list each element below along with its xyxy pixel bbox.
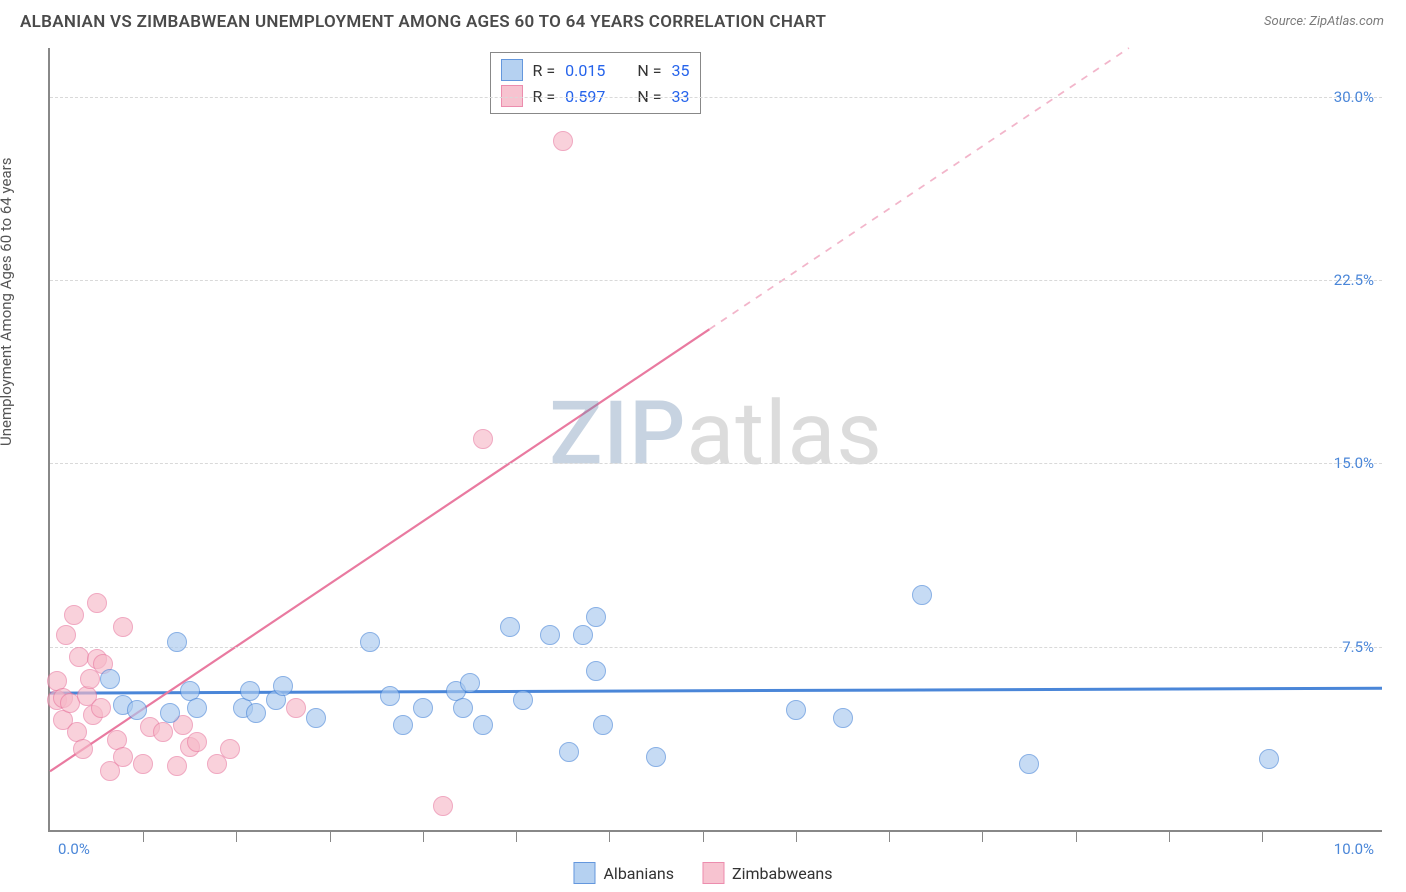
n-label: N = (637, 61, 661, 80)
data-point-albanians (393, 715, 413, 735)
data-point-zimbabweans (187, 732, 207, 752)
swatch-icon (573, 862, 595, 884)
x-axis-tick (330, 830, 331, 842)
x-axis-tick (1076, 830, 1077, 842)
watermark-atlas: atlas (686, 382, 882, 485)
data-point-zimbabweans (64, 605, 84, 625)
x-axis-tick (889, 830, 890, 842)
data-point-albanians (559, 742, 579, 762)
x-axis-max-label: 10.0% (1334, 840, 1374, 858)
x-axis-tick (143, 830, 144, 842)
data-point-albanians (573, 625, 593, 645)
x-axis-tick (236, 830, 237, 842)
y-axis-tick-label: 15.0% (1334, 454, 1374, 472)
data-point-zimbabweans (133, 754, 153, 774)
x-axis-tick (982, 830, 983, 842)
gridline (50, 463, 1382, 464)
gridline (50, 280, 1382, 281)
gridline (50, 97, 1382, 98)
x-axis-tick (703, 830, 704, 842)
y-axis-tick-label: 22.5% (1334, 271, 1374, 289)
x-axis-tick (516, 830, 517, 842)
swatch-icon (501, 59, 523, 81)
data-point-albanians (453, 698, 473, 718)
data-point-zimbabweans (473, 429, 493, 449)
x-axis-tick (1262, 830, 1263, 842)
data-point-zimbabweans (167, 756, 187, 776)
watermark-zip: ZIP (549, 382, 686, 485)
y-axis-tick-label: 30.0% (1334, 88, 1374, 106)
data-point-albanians (127, 700, 147, 720)
data-point-albanians (912, 585, 932, 605)
data-point-zimbabweans (433, 796, 453, 816)
r-value: 0.015 (565, 61, 605, 80)
data-point-zimbabweans (220, 739, 240, 759)
data-point-albanians (273, 676, 293, 696)
data-point-albanians (786, 700, 806, 720)
swatch-icon (702, 862, 724, 884)
data-point-albanians (513, 690, 533, 710)
trendline-zimbabweans-dashed (709, 48, 1129, 329)
y-axis-label: Unemployment Among Ages 60 to 64 years (0, 158, 15, 446)
data-point-zimbabweans (113, 747, 133, 767)
data-point-albanians (380, 686, 400, 706)
trendline-zimbabweans-solid (50, 329, 709, 771)
data-point-albanians (1019, 754, 1039, 774)
legend-item-albanians: Albanians (573, 862, 674, 884)
data-point-zimbabweans (87, 593, 107, 613)
data-point-zimbabweans (553, 131, 573, 151)
legend-item-zimbabweans: Zimbabweans (702, 862, 832, 884)
x-axis-tick (796, 830, 797, 842)
watermark: ZIPatlas (549, 382, 883, 485)
data-point-albanians (413, 698, 433, 718)
legend: Albanians Zimbabweans (573, 862, 832, 884)
data-point-zimbabweans (73, 739, 93, 759)
data-point-zimbabweans (113, 617, 133, 637)
data-point-albanians (540, 625, 560, 645)
data-point-zimbabweans (91, 698, 111, 718)
correlation-stats-box: R =0.015N =35R =0.597N =33 (490, 52, 701, 114)
data-point-zimbabweans (153, 722, 173, 742)
x-axis-tick (1169, 830, 1170, 842)
data-point-albanians (100, 669, 120, 689)
data-point-albanians (240, 681, 260, 701)
plot-area: ZIPatlas R =0.015N =35R =0.597N =33 0.0%… (48, 48, 1382, 832)
data-point-albanians (187, 698, 207, 718)
legend-label: Zimbabweans (732, 864, 832, 883)
r-label: R = (533, 61, 556, 80)
n-value: 35 (672, 61, 690, 80)
source-attribution: Source: ZipAtlas.com (1264, 14, 1384, 29)
chart-title: ALBANIAN VS ZIMBABWEAN UNEMPLOYMENT AMON… (20, 12, 826, 32)
data-point-albanians (460, 673, 480, 693)
data-point-albanians (500, 617, 520, 637)
legend-label: Albanians (603, 864, 674, 883)
stats-row-albanians: R = 0.015 N = 35 (501, 57, 690, 83)
data-point-albanians (1259, 749, 1279, 769)
data-point-albanians (593, 715, 613, 735)
data-point-albanians (246, 703, 266, 723)
data-point-albanians (160, 703, 180, 723)
data-point-albanians (833, 708, 853, 728)
x-axis-min-label: 0.0% (58, 840, 90, 858)
x-axis-tick (423, 830, 424, 842)
data-point-albanians (473, 715, 493, 735)
data-point-zimbabweans (56, 625, 76, 645)
data-point-albanians (360, 632, 380, 652)
data-point-albanians (586, 661, 606, 681)
data-point-albanians (586, 607, 606, 627)
data-point-albanians (306, 708, 326, 728)
y-axis-tick-label: 7.5% (1342, 638, 1374, 656)
data-point-zimbabweans (286, 698, 306, 718)
data-point-albanians (646, 747, 666, 767)
gridline (50, 647, 1382, 648)
x-axis-tick (609, 830, 610, 842)
data-point-albanians (167, 632, 187, 652)
